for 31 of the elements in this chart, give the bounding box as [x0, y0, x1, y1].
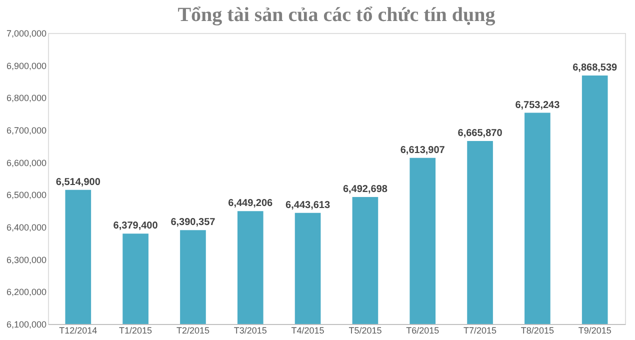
- y-tick-label: 6,600,000: [6, 158, 46, 168]
- y-tick-label: 6,800,000: [6, 93, 46, 104]
- data-label: 6,868,539: [572, 62, 618, 74]
- x-tick-label: T2/2015: [176, 326, 210, 336]
- x-tick-label: T3/2015: [234, 326, 267, 336]
- data-label: 6,449,206: [228, 198, 274, 210]
- x-tick-label: T1/2015: [119, 326, 152, 336]
- x-tick-label: T6/2015: [406, 326, 440, 336]
- data-label: 6,753,243: [515, 100, 560, 111]
- x-tick-label: T12/2014: [59, 326, 98, 336]
- x-tick-label: T8/2015: [520, 326, 554, 336]
- y-tick-label: 6,900,000: [6, 60, 46, 71]
- x-tick-label: T4/2015: [291, 326, 324, 336]
- data-label: 6,443,613: [286, 200, 330, 211]
- data-label: 6,665,870: [458, 128, 503, 140]
- y-tick-label: 6,300,000: [6, 254, 46, 265]
- x-tick-label: T9/2015: [578, 326, 612, 336]
- data-label: 6,379,400: [113, 220, 158, 232]
- y-tick-label: 6,200,000: [6, 287, 46, 298]
- y-tick-label: 6,100,000: [6, 320, 46, 330]
- data-label: 6,390,357: [170, 217, 216, 228]
- x-tick-label: T5/2015: [348, 326, 382, 336]
- y-tick-label: 6,500,000: [6, 190, 46, 200]
- chart-title: Tổng tài sản của các tổ chức tín dụng: [178, 4, 496, 26]
- y-tick-label: 7,000,000: [6, 28, 46, 38]
- data-label: 6,613,907: [400, 144, 446, 156]
- y-tick-label: 6,700,000: [6, 126, 46, 136]
- x-tick-label: T7/2015: [464, 326, 497, 336]
- data-label: 6,492,698: [342, 184, 388, 196]
- data-label: 6,514,900: [56, 176, 101, 188]
- y-tick-label: 6,400,000: [6, 222, 46, 232]
